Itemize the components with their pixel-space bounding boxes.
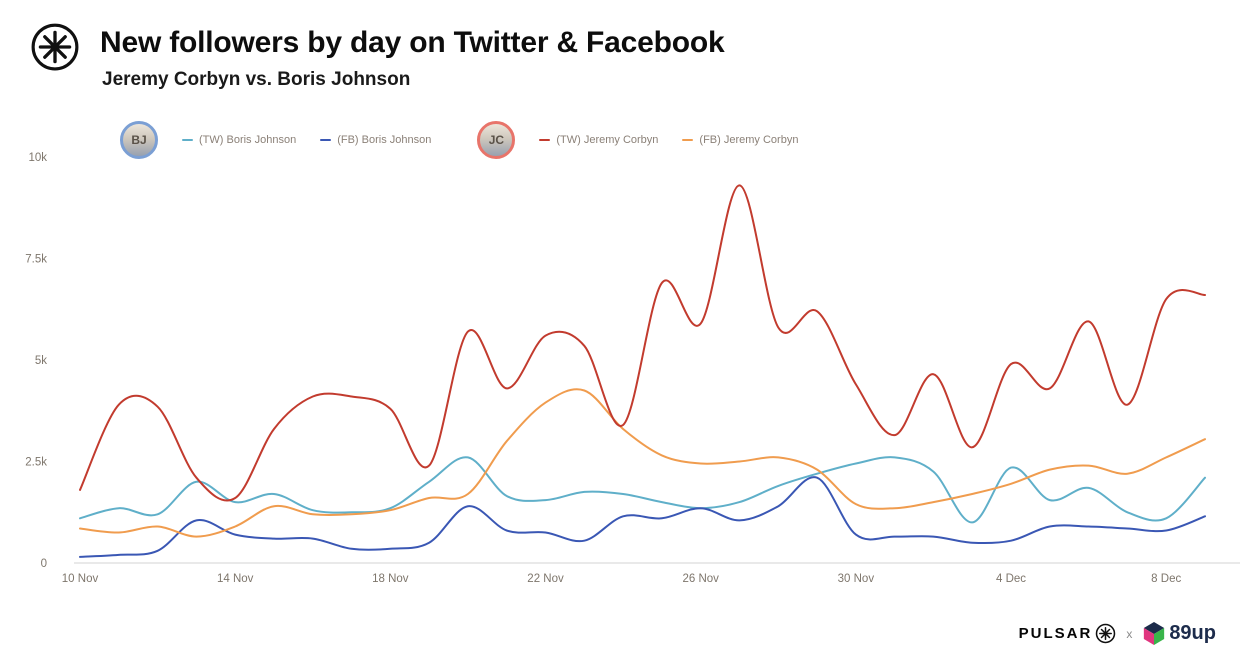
x-tick-label: 4 Dec xyxy=(996,573,1026,585)
pulsar-asterisk-icon xyxy=(1095,623,1116,644)
legend-item-fb-boris-johnson[interactable]: (FB) Boris Johnson xyxy=(320,134,431,146)
legend-label: (TW) Jeremy Corbyn xyxy=(556,134,659,146)
legend-line-marker xyxy=(320,139,332,141)
partner-wordmark: 89up xyxy=(1169,622,1216,644)
x-tick-label: 26 Nov xyxy=(682,573,719,585)
89up-cube-icon xyxy=(1142,621,1166,646)
legend-item-fb-jeremy-corbyn[interactable]: (FB) Jeremy Corbyn xyxy=(682,134,798,146)
partner-logo: 89up xyxy=(1142,621,1216,646)
legend-line-marker xyxy=(182,139,193,141)
x-tick-label: 22 Nov xyxy=(527,573,564,585)
footer-separator: x xyxy=(1126,626,1133,641)
boris-johnson-avatar: BJ xyxy=(120,121,158,159)
series-line-tw-boris-johnson xyxy=(79,456,1206,524)
y-tick-label: 2.5k xyxy=(25,457,47,469)
y-tick-label: 5k xyxy=(35,355,47,367)
chart-legend: BJ (TW) Boris Johnson (FB) Boris Johnson… xyxy=(120,121,798,159)
x-tick-label: 8 Dec xyxy=(1151,573,1181,585)
legend-line-marker xyxy=(539,139,551,141)
series-line-fb-jeremy-corbyn xyxy=(79,388,1206,538)
series-line-tw-jeremy-corbyn xyxy=(79,184,1206,502)
legend-group-jeremy-corbyn: JC (TW) Jeremy Corbyn (FB) Jeremy Corbyn xyxy=(477,121,798,159)
legend-group-boris-johnson: BJ (TW) Boris Johnson (FB) Boris Johnson xyxy=(120,121,431,159)
avatar-initials: JC xyxy=(488,133,505,147)
series-line-fb-boris-johnson xyxy=(79,476,1206,558)
avatar-initials: BJ xyxy=(131,133,147,147)
x-tick-label: 30 Nov xyxy=(838,573,875,585)
jeremy-corbyn-avatar: JC xyxy=(477,121,516,159)
x-tick-label: 14 Nov xyxy=(217,573,254,585)
footer-branding: PULSAR x 89up xyxy=(1019,621,1216,646)
x-tick-label: 18 Nov xyxy=(372,573,409,585)
legend-item-tw-boris-johnson[interactable]: (TW) Boris Johnson xyxy=(182,134,296,146)
y-tick-label: 7.5k xyxy=(25,254,47,266)
y-tick-label: 0 xyxy=(41,558,47,570)
y-tick-label: 10k xyxy=(28,152,47,164)
legend-label: (FB) Boris Johnson xyxy=(337,134,432,146)
page-title: New followers by day on Twitter & Facebo… xyxy=(100,26,725,59)
pulsar-logo-icon xyxy=(30,22,80,72)
legend-label: (FB) Jeremy Corbyn xyxy=(699,134,799,146)
pulsar-wordmark: PULSAR xyxy=(1018,625,1093,642)
legend-label: (TW) Boris Johnson xyxy=(199,134,297,146)
x-tick-label: 10 Nov xyxy=(62,573,99,585)
page-subtitle: Jeremy Corbyn vs. Boris Johnson xyxy=(102,69,411,90)
legend-line-marker xyxy=(682,139,694,141)
legend-item-tw-jeremy-corbyn[interactable]: (TW) Jeremy Corbyn xyxy=(539,134,658,146)
